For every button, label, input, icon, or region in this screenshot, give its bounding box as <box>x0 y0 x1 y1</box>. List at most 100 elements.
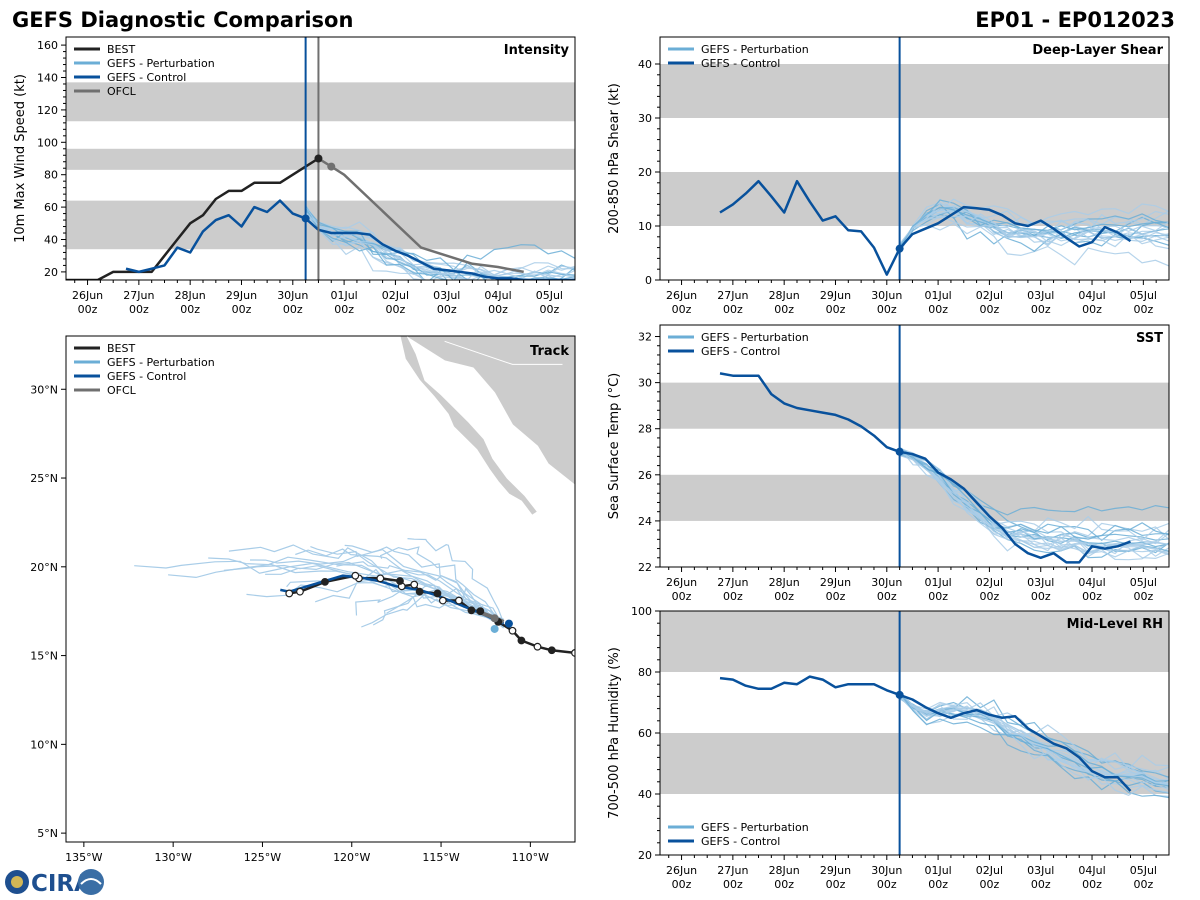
legend-label-ofcl: OFCL <box>107 384 137 397</box>
sst-control-init-marker <box>895 447 904 456</box>
shear-perturbation-line <box>899 199 1169 250</box>
track-best-marker <box>285 589 294 598</box>
rh-xtick-date: 05Jul <box>1130 864 1157 877</box>
track-ytick-label: 25°N <box>30 472 58 485</box>
rh-xtick-hour: 00z <box>1031 878 1051 891</box>
track-data-layer <box>134 336 575 657</box>
intensity-best-line <box>66 157 320 280</box>
track-best-marker <box>571 649 575 657</box>
track-best-marker <box>467 606 476 615</box>
intensity-xtick-hour: 00z <box>180 303 200 316</box>
rh-title: Mid-Level RH <box>1067 617 1163 632</box>
track-panel: 135°W 130°W 125°W 120°W 115°W 110°W 5°N 10°N 15°… <box>30 335 576 864</box>
intensity-perturbation-line <box>305 213 467 280</box>
sst-band <box>660 474 1169 521</box>
sst-xtick-date: 04Jul <box>1078 576 1105 589</box>
intensity-best-end-marker <box>314 154 323 163</box>
legend-label-best: BEST <box>107 342 135 355</box>
intensity-xtick-date: 29Jun <box>226 289 257 302</box>
track-perturbation-line <box>407 538 505 624</box>
rh-xtick-hour: 00z <box>723 878 743 891</box>
rh-xtick-date: 30Jun <box>871 864 902 877</box>
shear-perturbation-line <box>899 198 1169 251</box>
sst-frame <box>659 324 1170 568</box>
sst-xtick-hour: 00z <box>928 590 948 603</box>
shear-panel: 01020304026Jun00z27Jun00z28Jun00z29Jun00… <box>607 36 1170 316</box>
track-best-marker <box>438 596 447 605</box>
intensity-ytick-label: 20 <box>44 266 58 279</box>
sst-xtick-hour: 00z <box>826 590 846 603</box>
sst-ylabel: Sea Surface Temp (°C) <box>607 373 622 520</box>
shear-ytick-label: 20 <box>638 166 652 179</box>
track-best-marker <box>410 580 419 589</box>
intensity-panel: 2040608010012014016026Jun00z27Jun00z28Ju… <box>13 36 576 316</box>
csu-seal-wave-icon <box>80 878 102 885</box>
rh-perturbation-line <box>899 696 1169 796</box>
shear-xtick-date: 05Jul <box>1130 289 1157 302</box>
track-best-marker <box>533 642 542 651</box>
track-perturbation-line <box>336 561 504 629</box>
intensity-title: Intensity <box>504 43 570 58</box>
intensity-xtick-date: 02Jul <box>382 289 409 302</box>
rh-perturbation-line <box>899 692 1169 782</box>
shear-ytick-label: 40 <box>638 58 652 71</box>
track-ytick-label: 20°N <box>30 561 58 574</box>
shear-xtick-hour: 00z <box>774 303 794 316</box>
sst-ytick-label: 28 <box>638 423 652 436</box>
intensity-xtick-date: 30Jun <box>277 289 308 302</box>
legend-label-perturbation: GEFS - Perturbation <box>701 43 809 56</box>
track-best-marker <box>476 607 485 616</box>
track-xtick-label: 120°W <box>333 851 370 864</box>
land-mainland <box>404 336 575 486</box>
shear-xtick-date: 03Jul <box>1027 289 1054 302</box>
track-xtick-label: 125°W <box>244 851 281 864</box>
intensity-xtick-hour: 00z <box>129 303 149 316</box>
intensity-ytick-label: 160 <box>37 39 58 52</box>
sst-xtick-hour: 00z <box>1133 590 1153 603</box>
sst-band <box>660 382 1169 429</box>
shear-xtick-hour: 00z <box>826 303 846 316</box>
rh-perturbation-line <box>899 690 1169 797</box>
intensity-perturbation-line <box>305 207 575 280</box>
shear-xtick-hour: 00z <box>1082 303 1102 316</box>
shear-perturbation-line <box>899 203 1169 253</box>
shear-ytick-label: 30 <box>638 112 652 125</box>
shear-ytick-label: 0 <box>645 274 652 287</box>
sst-xtick-date: 28Jun <box>769 576 800 589</box>
legend-label-control: GEFS - Control <box>701 345 780 358</box>
track-best-marker <box>376 574 385 583</box>
rh-xtick-date: 02Jul <box>976 864 1003 877</box>
rh-xtick-date: 28Jun <box>769 864 800 877</box>
track-perturbation-line <box>344 544 505 628</box>
csu-seal-icon <box>78 869 104 895</box>
intensity-xtick-hour: 00z <box>488 303 508 316</box>
rh-panel: 2040608010026Jun00z27Jun00z28Jun00z29Jun… <box>607 605 1170 891</box>
shear-xtick-date: 30Jun <box>871 289 902 302</box>
intensity-control-line <box>125 199 575 280</box>
rh-perturbation-line <box>899 696 1169 770</box>
track-ytick-label: 15°N <box>30 650 58 663</box>
shear-xtick-hour: 00z <box>1031 303 1051 316</box>
shear-xtick-date: 02Jul <box>976 289 1003 302</box>
sst-xtick-hour: 00z <box>877 590 897 603</box>
track-xtick-label: 110°W <box>512 851 549 864</box>
track-title: Track <box>530 344 569 359</box>
sst-xtick-hour: 00z <box>774 590 794 603</box>
shear-band <box>660 172 1169 226</box>
rh-xtick-hour: 00z <box>1133 878 1153 891</box>
intensity-xtick-hour: 00z <box>334 303 354 316</box>
track-frame <box>65 335 576 843</box>
shear-frame <box>659 36 1170 281</box>
sst-perturbation-line <box>899 454 1169 543</box>
rh-xtick-hour: 00z <box>672 878 692 891</box>
track-best-marker <box>396 577 404 585</box>
shear-xtick-date: 27Jun <box>717 289 748 302</box>
legend-label-ofcl: OFCL <box>107 85 137 98</box>
shear-perturbation-line <box>899 206 1169 251</box>
sst-panel: 22242628303226Jun00z27Jun00z28Jun00z29Ju… <box>607 324 1170 603</box>
intensity-ytick-label: 40 <box>44 234 58 247</box>
track-best-marker <box>508 626 517 635</box>
rh-perturbation-line <box>899 691 1169 781</box>
legend-label-control: GEFS - Control <box>107 370 186 383</box>
intensity-xtick-hour: 00z <box>437 303 457 316</box>
